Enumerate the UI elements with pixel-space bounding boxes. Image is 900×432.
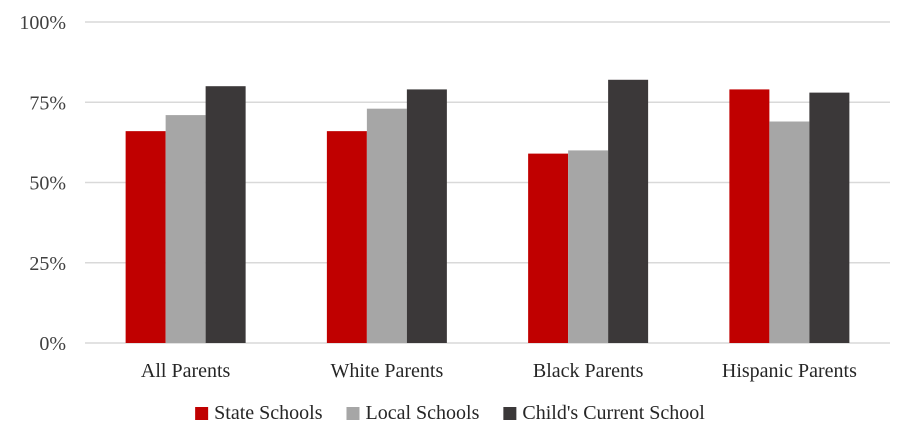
y-axis-ticks: 0% 25% 50% 75% 100% xyxy=(19,12,66,355)
x-tick-label: Hispanic Parents xyxy=(722,360,857,382)
y-tick-label: 100% xyxy=(19,12,66,34)
bar-child-s-current-school-hispanic-parents xyxy=(809,92,850,344)
legend-label: State Schools xyxy=(214,402,323,424)
bars xyxy=(125,79,850,344)
x-tick-label: Black Parents xyxy=(533,360,644,382)
bar-state-schools-black-parents xyxy=(528,153,569,343)
legend-swatch xyxy=(503,407,517,420)
bar-state-schools-white-parents xyxy=(326,131,367,343)
y-tick-label: 25% xyxy=(29,253,66,275)
legend-label: Local Schools xyxy=(365,402,479,424)
bar-child-s-current-school-white-parents xyxy=(406,89,447,343)
bar-state-schools-all-parents xyxy=(125,131,166,343)
x-tick-label: White Parents xyxy=(331,360,444,382)
y-tick-label: 0% xyxy=(39,333,66,355)
legend-swatch xyxy=(195,407,209,420)
bar-child-s-current-school-all-parents xyxy=(205,86,246,343)
x-tick-label: All Parents xyxy=(141,360,231,382)
bar-state-schools-hispanic-parents xyxy=(729,89,770,343)
y-tick-label: 75% xyxy=(29,92,66,114)
bar-local-schools-black-parents xyxy=(568,150,609,343)
y-tick-label: 50% xyxy=(29,173,66,195)
x-axis-ticks: All Parents White Parents Black Parents His… xyxy=(141,360,857,382)
legend-swatch xyxy=(346,407,360,420)
bar-local-schools-all-parents xyxy=(165,115,206,343)
legend-label: Child's Current School xyxy=(522,402,705,424)
bar-local-schools-white-parents xyxy=(366,108,407,343)
legend: State Schools Local Schools Child's Curren… xyxy=(195,402,705,424)
bar-child-s-current-school-black-parents xyxy=(608,79,649,343)
bar-local-schools-hispanic-parents xyxy=(769,121,810,343)
